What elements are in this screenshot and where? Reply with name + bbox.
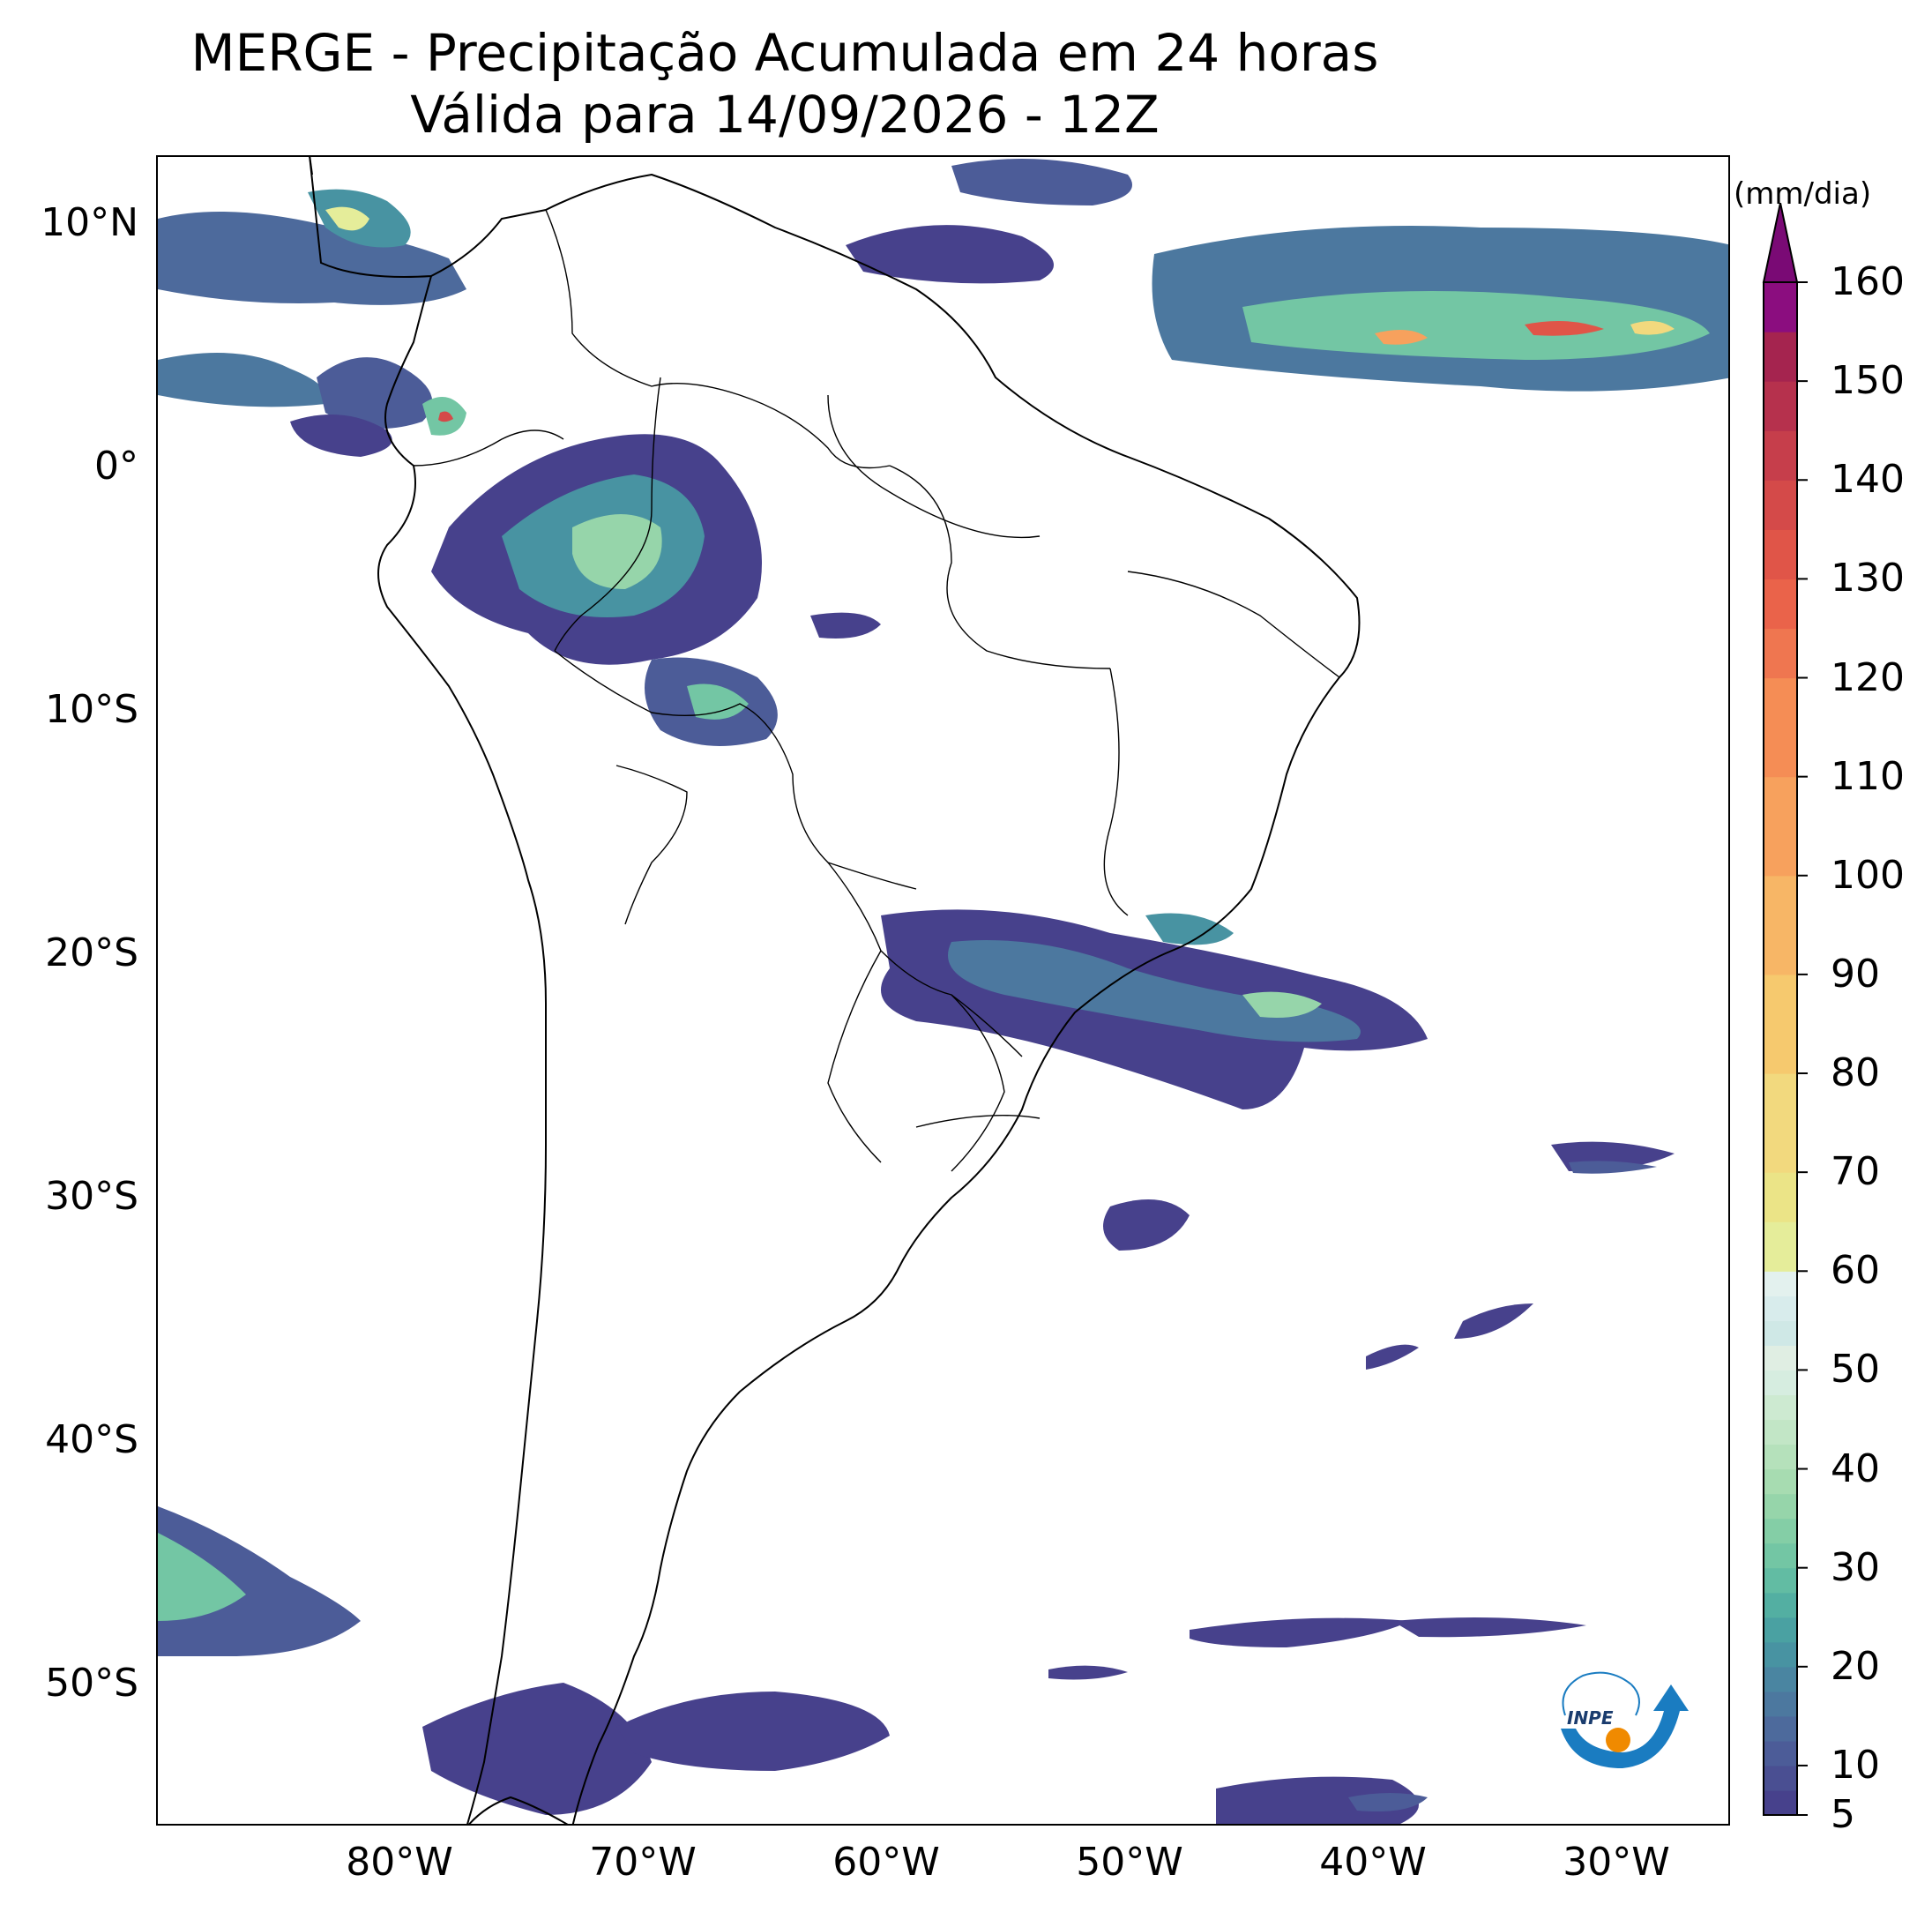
colorbar-segment	[1764, 1542, 1797, 1569]
colorbar	[1762, 203, 1808, 1816]
colorbar-segment	[1764, 579, 1797, 630]
colorbar-segment	[1764, 1617, 1797, 1643]
colorbar-segment	[1764, 1370, 1797, 1396]
colorbar-segment	[1764, 776, 1797, 877]
colorbar-tick-label: 120	[1831, 654, 1905, 700]
colorbar-tick-label: 60	[1831, 1248, 1880, 1294]
colorbar-segment	[1764, 282, 1797, 332]
colorbar-tick-label: 5	[1831, 1792, 1855, 1837]
colorbar-tick-label: 100	[1831, 852, 1905, 898]
colorbar-segment	[1764, 677, 1797, 778]
lat-label-10s: 10°S	[45, 687, 138, 732]
lon-label-80w: 80°W	[346, 1840, 453, 1885]
colorbar-segment	[1764, 480, 1797, 530]
colorbar-segment	[1764, 1715, 1797, 1742]
colorbar-segment	[1764, 1419, 1797, 1445]
colorbar-extend-triangle	[1762, 203, 1799, 283]
inpe-logo: INPE	[1561, 1671, 1689, 1768]
colorbar-tick-label: 20	[1831, 1643, 1880, 1689]
lat-label-10n: 10°N	[41, 200, 138, 245]
lon-label-70w: 70°W	[589, 1840, 697, 1885]
colorbar-segment	[1764, 1789, 1797, 1816]
colorbar-segment	[1764, 1592, 1797, 1618]
colorbar-segment	[1764, 1296, 1797, 1321]
colorbar-segment	[1764, 1444, 1797, 1470]
colorbar-segment	[1764, 1493, 1797, 1520]
colorbar-segment	[1764, 1666, 1797, 1692]
colorbar-segment	[1764, 1073, 1797, 1173]
colorbar-segment	[1764, 1567, 1797, 1594]
colorbar-segment	[1764, 1172, 1797, 1222]
lon-label-40w: 40°W	[1319, 1840, 1427, 1885]
colorbar-segment	[1764, 381, 1797, 431]
map-title-line2: Válida para 14/09/2026 - 12Z	[410, 85, 1160, 145]
colorbar-tick-label: 150	[1831, 358, 1905, 404]
colorbar-tick-label: 10	[1831, 1742, 1880, 1788]
colorbar-tick-label: 130	[1831, 556, 1905, 601]
colorbar-tick-label: 30	[1831, 1544, 1880, 1590]
logo-text: INPE	[1567, 1707, 1614, 1729]
map-title-line1: MERGE - Precipitação Acumulada em 24 hor…	[190, 23, 1379, 83]
colorbar-tick-label: 160	[1831, 259, 1905, 304]
map-panel	[156, 155, 1730, 1826]
colorbar-segment	[1764, 1765, 1797, 1791]
colorbar-segment	[1764, 875, 1797, 975]
lat-label-30s: 30°S	[45, 1174, 138, 1219]
colorbar-segment	[1764, 1641, 1797, 1668]
colorbar-segment	[1764, 1345, 1797, 1371]
colorbar-segment	[1764, 974, 1797, 1074]
colorbar-segment	[1764, 1518, 1797, 1544]
colorbar-segment	[1764, 628, 1797, 679]
country-borders-layer	[413, 209, 1340, 1172]
lat-label-50s: 50°S	[45, 1661, 138, 1706]
precipitation-map	[158, 157, 1728, 1824]
colorbar-segment	[1764, 1468, 1797, 1495]
lat-label-40s: 40°S	[45, 1417, 138, 1462]
coastline-layer	[309, 157, 1361, 1824]
colorbar-tick-label: 110	[1831, 753, 1905, 799]
colorbar-segment	[1764, 1271, 1797, 1296]
lat-label-20s: 20°S	[45, 930, 138, 975]
lat-label-0: 0°	[94, 444, 138, 489]
lon-label-30w: 30°W	[1563, 1840, 1670, 1885]
colorbar-segment	[1764, 430, 1797, 481]
colorbar-tick-label: 70	[1831, 1149, 1880, 1195]
colorbar-segment	[1764, 529, 1797, 579]
colorbar-frame	[1763, 281, 1798, 1816]
lon-label-50w: 50°W	[1076, 1840, 1183, 1885]
colorbar-segment	[1764, 332, 1797, 382]
colorbar-tick-label: 50	[1831, 1347, 1880, 1393]
colorbar-segment	[1764, 1691, 1797, 1717]
colorbar-tick-label: 140	[1831, 457, 1905, 503]
precip-layer	[158, 159, 1728, 1824]
colorbar-segment	[1764, 1320, 1797, 1346]
lon-label-60w: 60°W	[832, 1840, 940, 1885]
colorbar-segment	[1764, 1221, 1797, 1272]
colorbar-unit-label: (mm/dia)	[1734, 176, 1872, 212]
colorbar-tick-label: 40	[1831, 1445, 1880, 1491]
colorbar-tick-label: 90	[1831, 951, 1880, 997]
colorbar-tick-label: 80	[1831, 1050, 1880, 1096]
colorbar-segment	[1764, 1394, 1797, 1421]
colorbar-segment	[1764, 1740, 1797, 1766]
